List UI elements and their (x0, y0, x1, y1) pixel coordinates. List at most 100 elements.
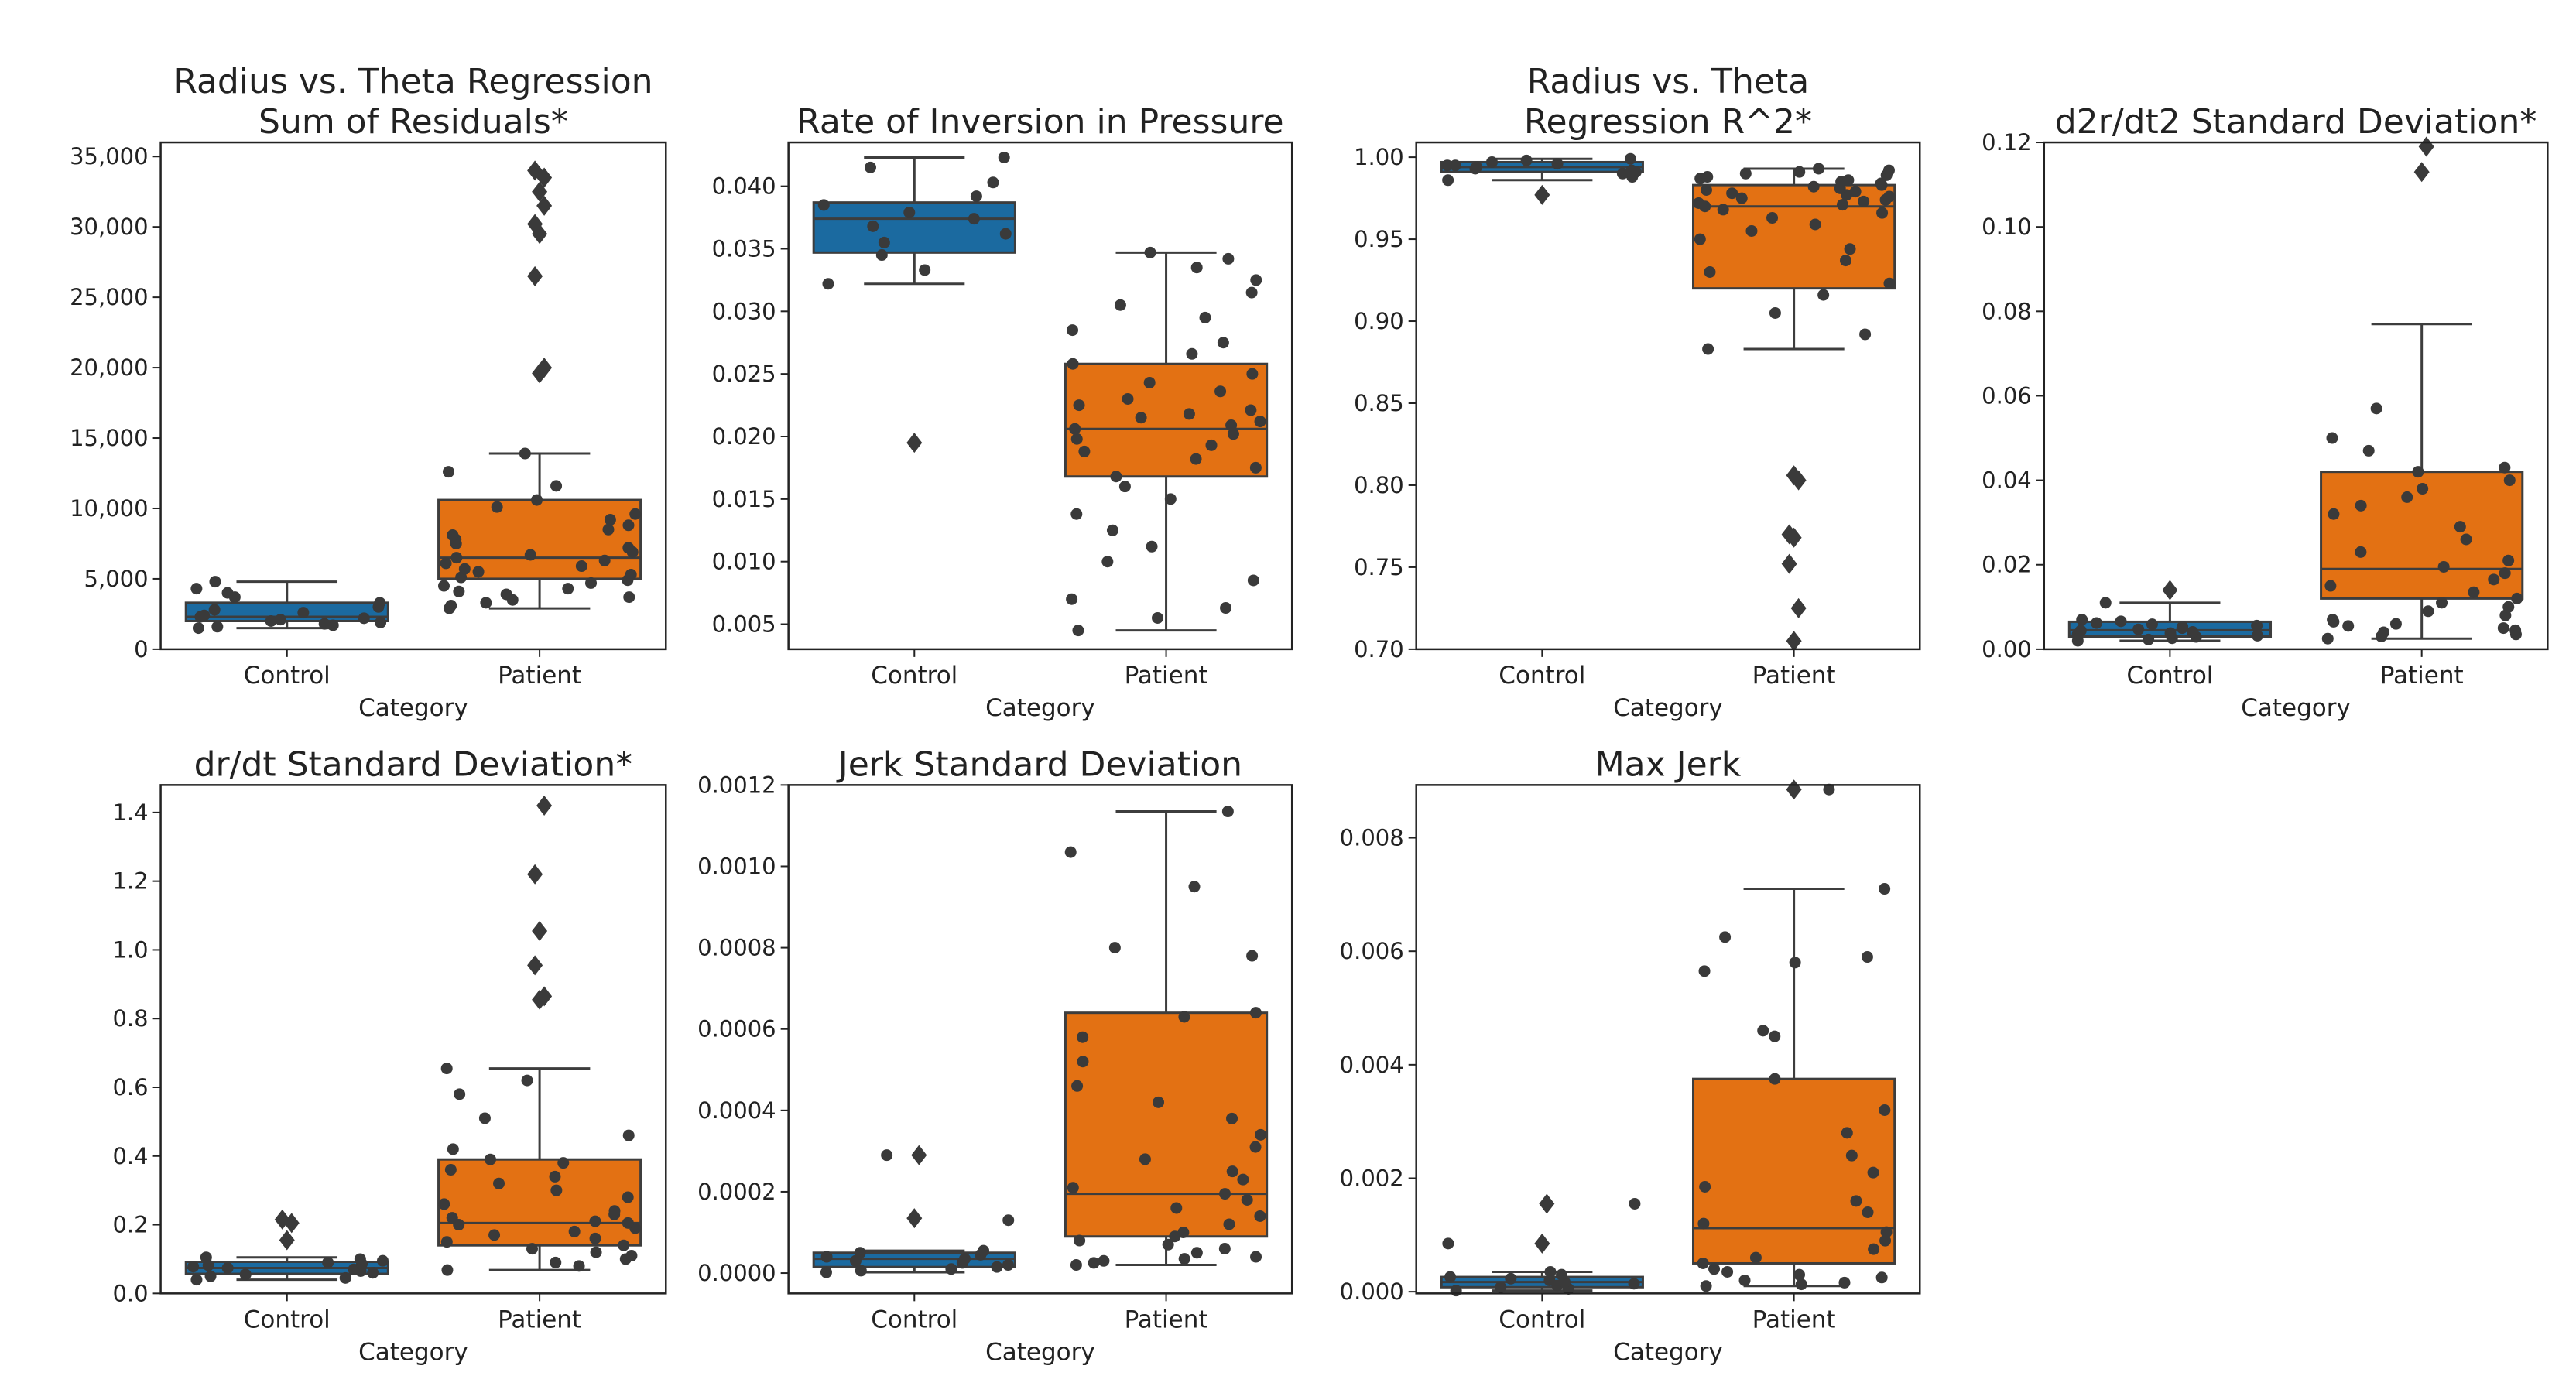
axes-frame (787, 141, 1293, 651)
data-point (438, 1198, 450, 1210)
data-point (1245, 404, 1257, 416)
data-point (297, 607, 310, 619)
data-point (1789, 957, 1801, 969)
x-tick-label: Control (871, 662, 957, 690)
data-point (2342, 620, 2355, 632)
y-tick-label: 0.0002 (697, 1179, 776, 1205)
data-point (1221, 806, 1234, 818)
x-axis-label: Category (358, 1338, 468, 1366)
data-point (2355, 499, 2367, 512)
data-point (1879, 1104, 1891, 1117)
data-point (204, 1270, 217, 1282)
data-point (1838, 1276, 1851, 1289)
data-point (550, 480, 563, 492)
y-tick-label: 0.000 (1340, 1278, 1404, 1305)
x-axis-label: Category (2241, 694, 2351, 722)
data-point (1226, 1112, 1238, 1124)
data-point (1072, 625, 1084, 637)
data-point (1882, 164, 1895, 176)
data-point (1704, 265, 1716, 278)
data-point (1795, 1278, 1807, 1291)
x-tick-label: Patient (1125, 1306, 1208, 1333)
data-point (354, 1253, 366, 1265)
data-point (1098, 1254, 1110, 1267)
data-point (526, 1243, 538, 1255)
chart-title: Regression R^2* (1524, 102, 1812, 142)
data-point (1246, 950, 1259, 962)
data-point (550, 1256, 562, 1268)
data-point (1823, 783, 1835, 796)
data-point (875, 249, 888, 262)
data-point (1205, 439, 1218, 451)
data-point (2146, 618, 2158, 631)
data-point (1226, 1165, 1238, 1178)
data-point (1074, 1234, 1086, 1247)
data-point (589, 1215, 601, 1227)
data-point (970, 190, 982, 203)
y-tick-label: 25,000 (70, 284, 148, 310)
data-point (1241, 1193, 1253, 1206)
data-point (1769, 306, 1781, 319)
outlier-marker (2413, 162, 2430, 183)
data-point (2132, 623, 2145, 635)
x-tick-label: Control (244, 1306, 331, 1333)
chart-title: d2r/dt2 Standard Deviation* (2055, 102, 2537, 142)
data-point (209, 576, 221, 588)
data-point (2321, 632, 2334, 645)
data-point (622, 1191, 634, 1203)
y-tick-label: 1.00 (1354, 144, 1404, 170)
data-point (1697, 1217, 1710, 1230)
data-point (2355, 546, 2367, 558)
data-point (1254, 1210, 1266, 1222)
data-point (1152, 611, 1164, 624)
x-axis-label: Category (985, 694, 1095, 722)
data-point (2251, 619, 2263, 631)
data-point (1237, 1173, 1249, 1186)
data-point (1876, 207, 1889, 219)
data-point (978, 1244, 990, 1257)
data-point (192, 622, 204, 635)
data-point (1883, 277, 1896, 289)
data-point (1118, 481, 1131, 493)
y-tick-label: 0.040 (712, 173, 776, 200)
data-point (625, 568, 637, 580)
data-point (1699, 1180, 1711, 1193)
data-point (2099, 597, 2112, 609)
data-point (2412, 466, 2424, 478)
data-point (1875, 177, 1887, 190)
data-point (208, 604, 221, 616)
data-point (1441, 159, 1454, 172)
data-point (1183, 408, 1195, 420)
data-point (1862, 1206, 1874, 1218)
y-tick-label: 0.75 (1354, 554, 1404, 580)
y-tick-label: 0.006 (1340, 938, 1404, 964)
data-point (447, 1143, 459, 1155)
y-tick-label: 0.0 (112, 1280, 148, 1306)
data-point (604, 514, 616, 526)
data-point (1624, 152, 1636, 165)
data-point (447, 529, 459, 542)
data-point (1070, 433, 1083, 445)
data-point (1449, 159, 1461, 172)
data-point (1254, 416, 1266, 428)
data-point (2499, 567, 2511, 580)
data-point (274, 614, 286, 626)
y-tick-label: 15,000 (70, 425, 148, 451)
y-tick-label: 0.0010 (697, 853, 776, 879)
data-point (1067, 324, 1079, 337)
data-point (200, 1251, 212, 1264)
data-point (1745, 224, 1758, 237)
data-point (437, 580, 450, 592)
data-point (575, 560, 587, 573)
data-point (2437, 560, 2450, 573)
data-point (446, 1212, 458, 1224)
data-point (1556, 1268, 1568, 1281)
data-point (1249, 461, 1262, 474)
data-point (2326, 432, 2338, 444)
data-point (458, 563, 471, 575)
data-point (1809, 218, 1821, 231)
x-tick-label: Patient (1752, 1306, 1836, 1333)
y-tick-label: 0.0004 (697, 1097, 776, 1124)
data-point (2502, 554, 2515, 566)
outlier-marker (536, 358, 553, 378)
